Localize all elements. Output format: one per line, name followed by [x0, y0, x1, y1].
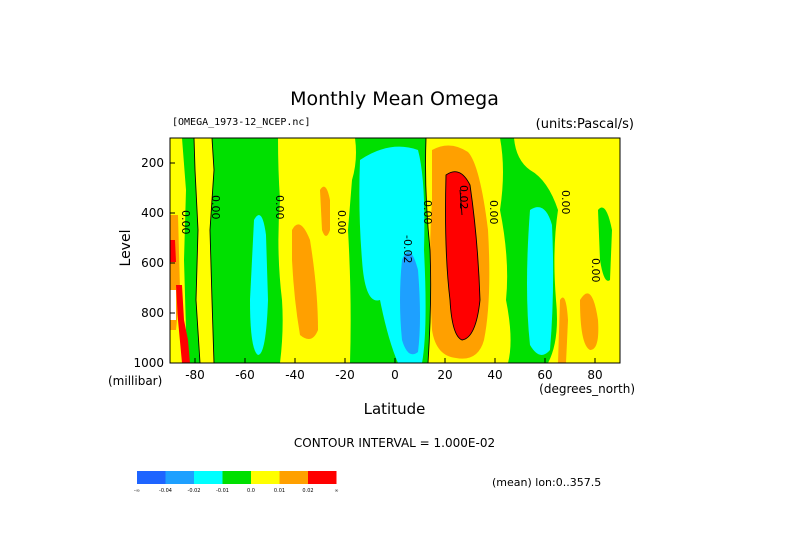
y-axis-units: (millibar)	[108, 374, 163, 388]
region-yellow	[194, 138, 214, 363]
x-tick-label: 60	[537, 368, 552, 382]
chart-title: Monthly Mean Omega	[290, 88, 499, 110]
x-tick-label: 40	[487, 368, 502, 382]
x-tick-label: 20	[437, 368, 452, 382]
colorbar-swatch	[279, 471, 308, 484]
x-tick-label: 0	[391, 368, 399, 382]
colorbar-label: -0.04	[159, 488, 172, 494]
colorbar-label: ∞	[334, 488, 338, 494]
averaging-note: (mean) lon:0..357.5	[492, 476, 602, 489]
region-red	[445, 171, 480, 340]
contour-label: 0.00	[273, 195, 286, 220]
colorbar-label: -0.01	[216, 488, 229, 494]
colorbar-swatch	[222, 471, 251, 484]
colorbar-swatch	[251, 471, 280, 484]
contour-label: 0.00	[421, 200, 434, 225]
x-axis-units: (degrees_north)	[539, 382, 635, 396]
contour-label: 0.00	[335, 210, 348, 235]
region-orange	[580, 293, 599, 350]
contour-label-layer: 0.00 0.00 0.00 0.00 0.00 -0.02 0.02 0.00…	[179, 185, 602, 283]
region-red	[176, 285, 190, 363]
region-orange	[558, 297, 568, 363]
dataset-name: [OMEGA_1973-12_NCEP.nc]	[172, 117, 311, 128]
x-axis: -80 -60 -40 -20 0 20 40 60 80	[185, 358, 603, 382]
x-tick-label: -40	[285, 368, 305, 382]
colorbar-swatch	[194, 471, 223, 484]
colorbar-swatch	[308, 471, 337, 484]
region-blue	[400, 252, 420, 355]
x-axis-title: Latitude	[363, 400, 426, 418]
y-tick-label: 800	[141, 306, 164, 320]
contour-label: 0.00	[487, 200, 500, 225]
contour-label: 0.00	[179, 210, 192, 235]
contour-label: 0.00	[209, 195, 222, 220]
y-tick-label: 200	[141, 156, 164, 170]
units-label: (units:Pascal/s)	[535, 117, 634, 132]
region-cyan	[527, 207, 554, 355]
contour-label: 0.00	[559, 190, 572, 215]
x-tick-label: -80	[185, 368, 205, 382]
region-green	[598, 207, 612, 281]
colorbar-label: 0.02	[302, 488, 313, 494]
region-cyan	[250, 215, 268, 355]
y-axis: 200 400 600 800 1000	[133, 156, 175, 370]
colorbar-labels: -∞ -0.04 -0.02 -0.01 0.0 0.01 0.02 ∞	[134, 488, 339, 494]
contour-fill-layer	[170, 138, 620, 363]
region-orange	[292, 224, 318, 339]
colorbar-label: -0.02	[188, 488, 201, 494]
region-red	[170, 240, 176, 262]
colorbar-label: 0.01	[274, 488, 285, 494]
x-tick-label: -60	[235, 368, 255, 382]
x-tick-label: 80	[587, 368, 602, 382]
contour-lines	[193, 138, 481, 363]
contour-label: -0.02	[401, 235, 414, 263]
y-tick-label: 400	[141, 206, 164, 220]
x-tick-label: -20	[335, 368, 355, 382]
colorbar-label: -∞	[134, 488, 140, 494]
contour-label: 0.00	[589, 258, 602, 283]
colorbar-boxes	[137, 471, 337, 484]
y-tick-label: 1000	[133, 356, 164, 370]
y-axis-title: Level	[118, 229, 134, 267]
contour-label: 0.02	[457, 185, 470, 210]
colorbar-label: 0.0	[247, 488, 255, 494]
contour-interval: CONTOUR INTERVAL = 1.000E-02	[293, 436, 496, 450]
region-orange	[320, 186, 330, 236]
colorbar-swatch	[137, 471, 166, 484]
colorbar-swatch	[165, 471, 194, 484]
y-tick-label: 600	[141, 256, 164, 270]
